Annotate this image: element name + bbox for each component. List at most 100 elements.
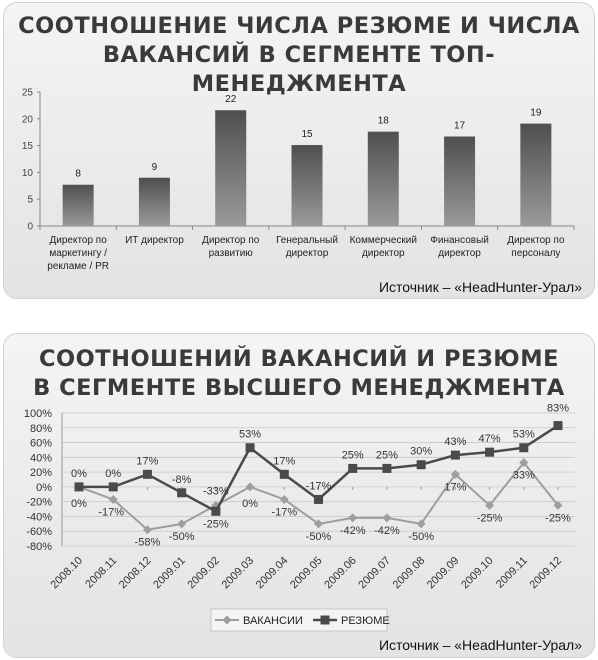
- line-x-tick-label: 2009.08: [391, 555, 428, 592]
- line-chart-source: Источник – «HeadHunter-Урал»: [378, 637, 582, 653]
- vacancies-data-label: -42%: [374, 525, 400, 537]
- resumes-point: [108, 482, 118, 492]
- bar-data-label: 19: [530, 108, 542, 119]
- resumes-point: [382, 463, 392, 473]
- resumes-point: [553, 421, 563, 431]
- resumes-point: [279, 469, 289, 479]
- resumes-data-label: 17%: [136, 455, 158, 467]
- resumes-data-label: -17%: [306, 480, 332, 492]
- bar-category-label-line: развитию: [209, 248, 254, 259]
- legend-resumes-label: РЕЗЮМЕ: [341, 615, 390, 627]
- vacancies-data-label: -17%: [98, 506, 124, 518]
- bar-category-label-line: рекламе / PR: [47, 261, 109, 272]
- vacancies-point: [348, 513, 358, 523]
- resumes-data-label: 53%: [239, 429, 261, 441]
- vacancies-data-label: -33%: [203, 485, 229, 497]
- line-x-tick-label: 2009.04: [254, 555, 291, 592]
- bar-category-label-line: Директор по: [507, 235, 565, 246]
- resumes-data-label: 25%: [342, 449, 364, 461]
- resumes-data-label: 25%: [376, 449, 398, 461]
- vacancies-data-label: -50%: [306, 531, 332, 543]
- line-x-tick-label: 2009.03: [220, 555, 257, 592]
- bar-category-label: Директор по персоналу: [507, 235, 565, 259]
- line-y-tick-label: 100%: [24, 408, 52, 420]
- vacancies-point: [108, 494, 118, 504]
- vacancies-point: [553, 500, 563, 510]
- bar-chart: 0 5 10 15 20 25 8 Директор по маркетингу / реклам…: [22, 88, 575, 272]
- vacancies-point: [485, 500, 495, 510]
- legend-resumes-marker: [320, 615, 330, 625]
- vacancies-point: [142, 525, 152, 535]
- vacancies-point: [382, 513, 392, 523]
- bar: [138, 177, 170, 226]
- bar-category-label: Коммерческий директор: [350, 235, 417, 259]
- bar-category-label-line: Генеральный: [276, 235, 338, 246]
- legend-vacancies-label: ВАКАНСИИ: [243, 615, 303, 627]
- vacancies-data-label: 0%: [242, 498, 258, 510]
- resumes-data-label: 43%: [444, 436, 466, 448]
- bar-category-label-line: маркетингу /: [49, 248, 107, 259]
- vacancies-data-label: 33%: [513, 470, 535, 482]
- bar: [291, 145, 323, 226]
- bar-y-tick-label: 20: [22, 114, 34, 125]
- line-x-tick-label: 2009.05: [288, 555, 325, 592]
- resumes-point: [485, 447, 495, 457]
- line-x-tick-label: 2008.11: [83, 555, 119, 591]
- resumes-point: [245, 443, 255, 453]
- resumes-point: [314, 494, 323, 504]
- line-y-tick-label: -80%: [26, 541, 52, 553]
- bar-chart-panel: СООТНОШЕНИЕ ЧИСЛА РЕЗЮМЕ И ЧИСЛА ВАКАНСИ…: [3, 2, 595, 299]
- bar-category-label-line: Директор по: [49, 235, 107, 246]
- line-chart-title-line-1: СООТНОШЕНИЙ ВАКАНСИЙ И РЕЗЮМЕ: [39, 346, 559, 372]
- line-y-tick-label: 80%: [30, 423, 52, 435]
- bar-y-tick-label: 10: [22, 168, 34, 179]
- vacancies-point: [177, 519, 187, 529]
- bar-category-label: Генеральный директор: [276, 235, 338, 259]
- line-y-tick-label: 40%: [30, 452, 52, 464]
- bar-data-label: 15: [301, 129, 313, 140]
- vacancies-point: [245, 482, 255, 492]
- bar-chart-title-line-1: СООТНОШЕНИЕ ЧИСЛА РЕЗЮМЕ И ЧИСЛА: [18, 13, 580, 39]
- bar: [62, 184, 94, 226]
- line-y-tick-label: -40%: [26, 511, 52, 523]
- resumes-data-label: 53%: [513, 429, 535, 441]
- bar-y-tick-label: 5: [27, 195, 33, 206]
- vacancies-data-label: -17%: [271, 506, 297, 518]
- vacancies-data-label: -58%: [135, 537, 161, 549]
- bar-category-label-line: персоналу: [511, 248, 560, 259]
- resumes-data-label: 0%: [71, 468, 87, 480]
- resumes-point: [348, 463, 358, 473]
- line-chart-title: СООТНОШЕНИЙ ВАКАНСИЙ И РЕЗЮМЕ В СЕГМЕНТЕ…: [4, 345, 594, 403]
- bar-chart-title-line-2: ВАКАНСИЙ В СЕГМЕНТЕ ТОП-МЕНЕДЖМЕНТА: [102, 42, 496, 97]
- line-x-tick-label: 2009.06: [322, 555, 359, 592]
- bar: [367, 131, 399, 226]
- resumes-point: [450, 450, 460, 460]
- line-y-tick-label: -20%: [26, 497, 52, 509]
- bar-y-tick-label: 15: [22, 141, 34, 152]
- line-chart-title-line-2: В СЕГМЕНТЕ ВЫСШЕГО МЕНЕДЖМЕНТА: [33, 375, 565, 401]
- vacancies-data-label: -25%: [545, 512, 571, 524]
- line-x-tick-label: 2009.10: [459, 555, 496, 592]
- bar-category-label-line: директор: [362, 248, 405, 259]
- bar-category-label: Финансовый директор: [430, 235, 489, 259]
- vacancies-point: [416, 519, 426, 529]
- bar-category-label: ИТ директор: [125, 235, 184, 246]
- line-x-tick-label: 2008.12: [117, 555, 154, 592]
- resumes-point: [519, 443, 529, 453]
- bar: [520, 123, 552, 226]
- resumes-point: [74, 482, 84, 492]
- resumes-data-label: 30%: [410, 446, 432, 458]
- vacancies-point: [279, 494, 289, 504]
- resumes-point: [177, 488, 187, 498]
- vacancies-data-label: -42%: [340, 525, 366, 537]
- resumes-data-label: 47%: [479, 433, 501, 445]
- resumes-data-label: 83%: [547, 403, 569, 415]
- bar-category-label: Директор по развитию: [202, 235, 260, 259]
- vacancies-data-label: -50%: [408, 531, 434, 543]
- line-y-tick-label: 0%: [36, 482, 52, 494]
- vacancies-data-label: -50%: [169, 531, 195, 543]
- resumes-data-label: -8%: [172, 474, 192, 486]
- vacancies-data-label: 0%: [71, 498, 87, 510]
- bar-data-label: 17: [454, 120, 466, 131]
- line-x-tick-label: 2009.11: [494, 555, 530, 591]
